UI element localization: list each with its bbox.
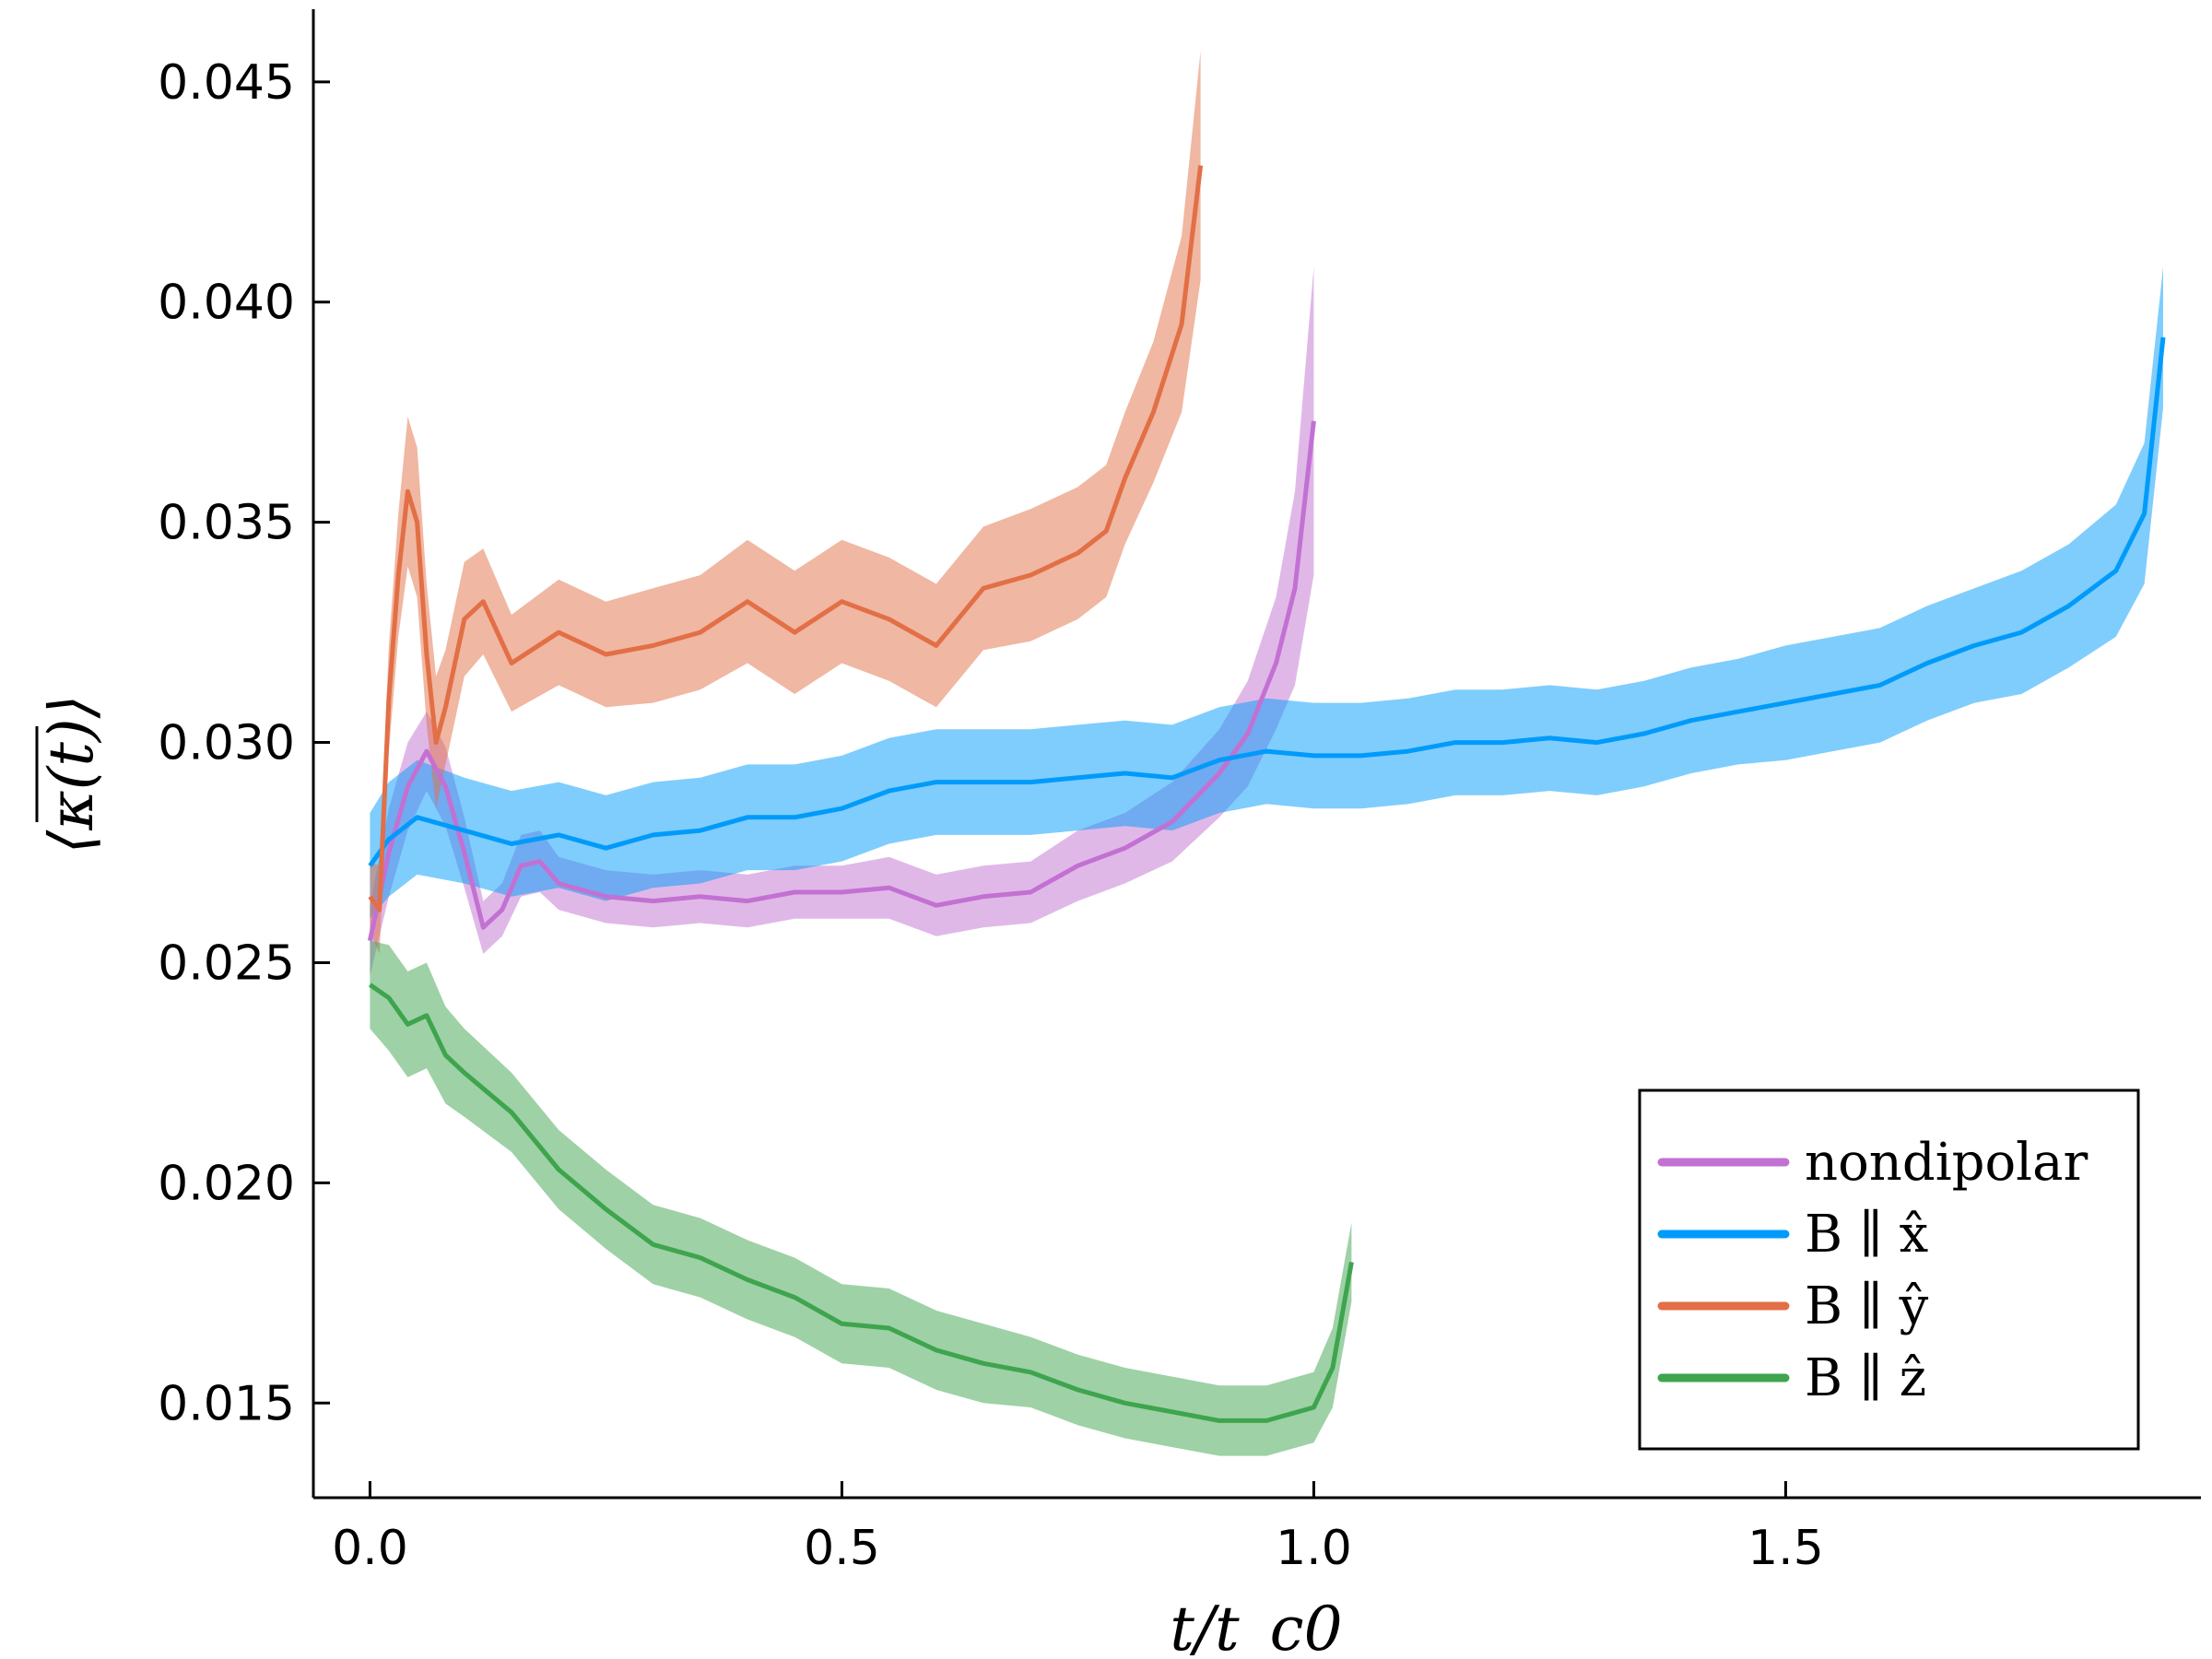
x-tick-label: 1.5 [1747, 1521, 1824, 1576]
legend-label-3: B ∥ ẑ [1805, 1348, 1926, 1408]
legend-box [1638, 1088, 2140, 1451]
y-tick-label: 0.035 [158, 496, 295, 551]
series-line-3 [368, 982, 1354, 1423]
y-tick-label: 0.025 [158, 935, 295, 991]
series-bands [370, 51, 2163, 1456]
y-tick-label: 0.020 [158, 1156, 295, 1211]
x-tick-label: 0.0 [332, 1521, 408, 1576]
series-lines [367, 165, 2166, 1423]
y-tick-label: 0.045 [158, 55, 295, 111]
series-band-1 [370, 266, 2163, 919]
y-axis-title: ⟨κ(t)⟩ [35, 695, 107, 854]
series-line-2 [368, 165, 1204, 912]
series-band-3 [370, 940, 1352, 1456]
legend-label-2: B ∥ ŷ [1805, 1277, 1929, 1336]
axes [312, 9, 2201, 1500]
x-tick-label: 0.5 [804, 1521, 880, 1576]
series-line-1 [368, 336, 2166, 867]
y-tick-label: 0.030 [158, 716, 295, 771]
legend-label-1: B ∥ x̂ [1805, 1205, 1928, 1265]
ticks: 0.0 0.5 1.0 1.5 0.015 0.020 0.025 0.030 0.035 0.0… [158, 55, 1824, 1576]
x-axis-label: t/t_c0 [1170, 1594, 1342, 1659]
y-tick-label: 0.015 [158, 1376, 295, 1431]
legend-label-0: nondipolar [1805, 1133, 2088, 1193]
y-axis-label: ⟨κ(t)⟩ [36, 695, 107, 854]
x-tick-label: 1.0 [1276, 1521, 1352, 1576]
legend: nondipolar B ∥ x̂ B ∥ ŷ B ∥ ẑ [1638, 1088, 2140, 1451]
y-tick-label: 0.040 [158, 276, 295, 331]
